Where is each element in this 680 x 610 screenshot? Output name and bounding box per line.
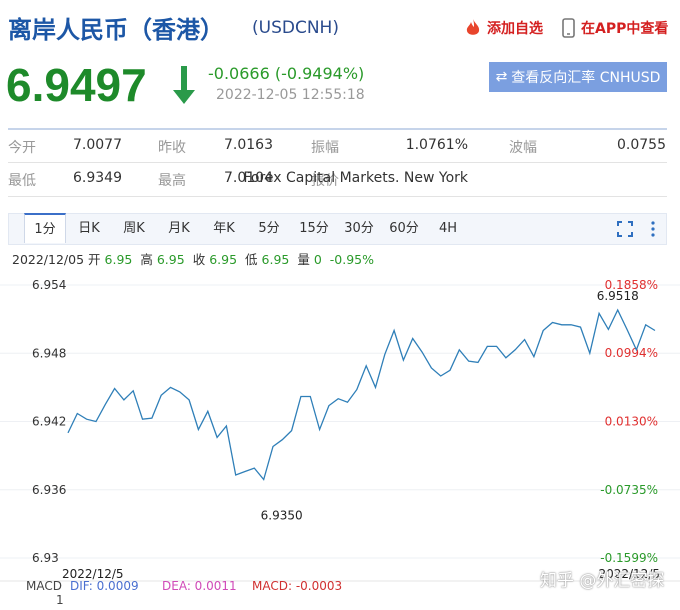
period-tab[interactable]: 5分	[258, 221, 280, 236]
divider	[8, 128, 667, 130]
info-label: 高	[140, 252, 153, 267]
reverse-rate-text: 查看反向汇率 CNHUSD	[511, 70, 661, 86]
low-annotation: 6.9350	[261, 509, 303, 523]
stat-value: 7.0077	[73, 137, 122, 153]
stat-value: 6.9349	[73, 170, 122, 186]
watermark: 知乎 @外汇密探	[540, 571, 665, 591]
period-tab[interactable]: 年K	[213, 221, 235, 236]
y-tick-label: 6.936	[32, 483, 66, 497]
stat-value: Forex Capital Markets. New York	[243, 170, 468, 186]
down-arrow	[173, 66, 195, 104]
info-label: 量	[297, 252, 310, 267]
macd-item: DEA: 0.0011	[162, 579, 237, 593]
stat-value: 0.0755	[617, 137, 666, 153]
info-label: 低	[245, 252, 258, 267]
row-divider	[8, 196, 667, 197]
reverse-rate-button[interactable]: ⇄ 查看反向汇率 CNHUSD	[489, 62, 667, 92]
y2-tick-label: -0.1599%	[600, 551, 658, 565]
y-tick-label: 6.948	[32, 346, 66, 360]
x-tick-label: 2022/12/5	[62, 567, 124, 581]
info-value: 6.95	[156, 252, 185, 267]
view-in-app[interactable]: 在APP中查看	[561, 18, 668, 38]
view-in-app-text: 在APP中查看	[581, 21, 669, 37]
period-tab[interactable]: 周K	[123, 221, 145, 236]
info-value: 0	[313, 252, 322, 267]
period-tab[interactable]: 60分	[389, 221, 419, 236]
period-tabs: 1分 日K 周K 月K 年K 5分 15分 30分 60分 4H	[8, 213, 667, 245]
y-tick-label: 6.942	[32, 415, 66, 429]
info-line: 2022/12/05 开 6.95 高 6.95 收 6.95 低 6.95 量…	[12, 249, 378, 268]
info-label: 开	[88, 252, 101, 267]
stat-value: 7.0104	[224, 170, 273, 186]
info-label: 收	[192, 252, 206, 267]
fullscreen-icon[interactable]	[617, 221, 633, 237]
price: 6.9497	[6, 59, 147, 111]
period-tab[interactable]: 15分	[299, 221, 329, 236]
info-value: 6.95	[104, 252, 133, 267]
high-annotation: 6.9518	[597, 289, 639, 303]
flame-icon	[466, 19, 480, 35]
stat-value: 1.0761%	[405, 137, 468, 153]
info-value: 6.95	[209, 252, 238, 267]
y2-tick-label: -0.0735%	[600, 483, 658, 497]
period-tab[interactable]: 月K	[168, 221, 190, 236]
macd-axis-label: 1	[56, 593, 64, 607]
stat-label: 昨收	[158, 140, 186, 156]
y2-tick-label: 0.0994%	[605, 346, 658, 360]
period-tab[interactable]: 日K	[78, 221, 100, 236]
price-line	[67, 308, 656, 481]
macd-item: DIF: 0.0009	[70, 579, 139, 593]
stat-label: 振幅	[311, 140, 339, 156]
stat-value: 7.0163	[224, 137, 273, 153]
stat-label: 最低	[8, 173, 36, 189]
add-watchlist-text: 添加自选	[487, 21, 543, 37]
macd-item: MACD: -0.0003	[252, 579, 342, 593]
change: -0.0666 (-0.9494%)	[208, 64, 365, 83]
stat-label: 报价	[311, 173, 339, 189]
period-tab[interactable]: 1分	[24, 213, 66, 243]
macd-label: MACD	[26, 579, 62, 593]
period-tab[interactable]: 30分	[344, 221, 374, 236]
title: 离岸人民币（香港）	[8, 16, 224, 44]
timestamp: 2022-12-05 12:55:18	[216, 87, 365, 103]
x-tick-label: 2022/12/5	[598, 567, 660, 581]
info-date: 2022/12/05	[12, 252, 85, 267]
code: (USDCNH)	[252, 18, 339, 38]
info-value: 6.95	[261, 252, 290, 267]
add-watchlist[interactable]: 添加自选	[463, 18, 543, 38]
stat-label: 今开	[8, 140, 36, 156]
y-tick-label: 6.954	[32, 278, 66, 292]
stat-label: 波幅	[509, 140, 537, 156]
y2-tick-label: 0.1858%	[605, 278, 658, 292]
row-divider	[8, 162, 667, 163]
info-change: -0.95%	[329, 252, 375, 267]
swap-icon: ⇄	[495, 69, 508, 85]
stat-label: 最高	[158, 173, 186, 189]
more-icon[interactable]	[649, 220, 657, 238]
chart: 6.954 6.948 6.942 6.936 6.93 0.1858% 0.0994% 0.…	[0, 278, 680, 607]
phone-icon	[562, 18, 575, 38]
period-tab[interactable]: 4H	[438, 221, 458, 236]
y2-tick-label: 0.0130%	[605, 414, 658, 428]
y-tick-label: 6.93	[32, 551, 59, 565]
